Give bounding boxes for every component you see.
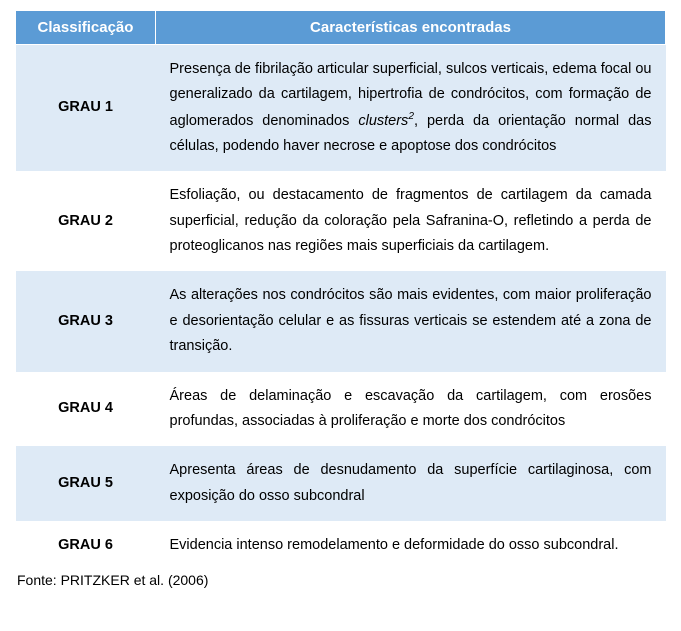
col-header-caracteristicas: Características encontradas [156,11,666,45]
table-row: GRAU 5 Apresenta áreas de desnudamento d… [16,446,666,521]
desc-italic: clusters [358,113,408,129]
table-row: GRAU 3 As alterações nos condrócitos são… [16,271,666,371]
classification-table: Classificação Características encontrada… [15,10,666,570]
table-body: GRAU 1 Presença de fibrilação articular … [16,45,666,571]
row-label: GRAU 1 [16,45,156,172]
table-row: GRAU 1 Presença de fibrilação articular … [16,45,666,172]
row-desc: Evidencia intenso remodelamento e deform… [156,521,666,570]
row-label: GRAU 2 [16,171,156,271]
col-header-classificacao: Classificação [16,11,156,45]
table-row: GRAU 2 Esfoliação, ou destacamento de fr… [16,171,666,271]
row-label: GRAU 4 [16,372,156,447]
source-citation: Fonte: PRITZKER et al. (2006) [15,572,666,588]
table-header-row: Classificação Características encontrada… [16,11,666,45]
row-label: GRAU 3 [16,271,156,371]
row-label: GRAU 6 [16,521,156,570]
row-desc: Presença de fibrilação articular superfi… [156,45,666,172]
row-desc: Apresenta áreas de desnudamento da super… [156,446,666,521]
row-label: GRAU 5 [16,446,156,521]
table-row: GRAU 6 Evidencia intenso remodelamento e… [16,521,666,570]
row-desc: Áreas de delaminação e escavação da cart… [156,372,666,447]
row-desc: Esfoliação, ou destacamento de fragmento… [156,171,666,271]
row-desc: As alterações nos condrócitos são mais e… [156,271,666,371]
table-row: GRAU 4 Áreas de delaminação e escavação … [16,372,666,447]
